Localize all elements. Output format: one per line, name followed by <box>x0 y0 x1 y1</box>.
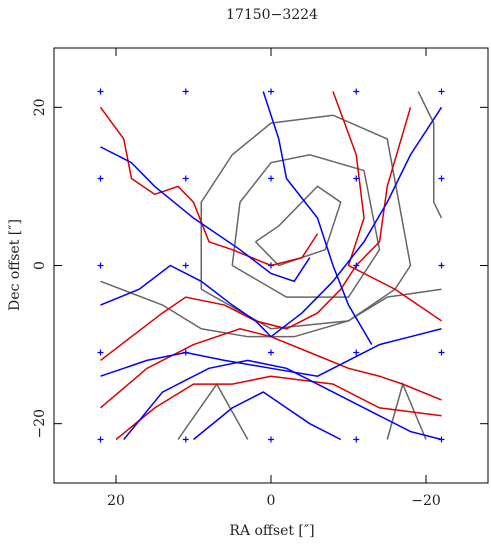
contour-line <box>193 391 342 441</box>
grid-point <box>97 349 104 356</box>
contour-line <box>100 106 443 338</box>
contour-line <box>262 91 373 345</box>
grid-point <box>182 349 189 356</box>
grid-point <box>97 436 104 443</box>
grid-point <box>438 262 445 269</box>
grid-point <box>268 436 274 443</box>
x-tick-label: 0 <box>267 493 276 509</box>
y-axis-label: Dec offset [″] <box>7 219 23 311</box>
contour-line <box>99 106 319 267</box>
contour-line <box>200 114 412 330</box>
grid-point <box>182 175 189 182</box>
contour-line <box>177 382 249 440</box>
grid-point <box>268 88 274 95</box>
grid-point <box>97 175 104 182</box>
grid-point <box>353 88 360 95</box>
grid-point <box>438 349 445 356</box>
contour-line <box>123 359 442 441</box>
contour-line <box>254 185 342 267</box>
grid-point <box>97 262 104 269</box>
contour-line <box>332 91 442 322</box>
grid-point <box>182 88 189 95</box>
grid-point <box>182 262 189 269</box>
grid-point <box>353 175 360 182</box>
grid-point <box>353 262 360 269</box>
y-tick-label: 0 <box>32 261 48 270</box>
contour-line <box>100 146 311 283</box>
grid-point <box>353 436 360 443</box>
grid-point <box>182 436 189 443</box>
x-tick-label: 20 <box>107 493 125 509</box>
y-tick-label: 20 <box>32 98 48 116</box>
contour-line <box>100 107 412 362</box>
contour-line <box>115 375 442 441</box>
grid-point <box>438 436 445 443</box>
grid-point <box>268 175 274 182</box>
chart-title: 17150−3224 <box>226 7 318 23</box>
grid-point <box>438 175 445 182</box>
grid-point <box>353 349 360 356</box>
x-axis-label: RA offset [″] <box>229 523 314 539</box>
contour-line <box>231 154 381 298</box>
y-tick-label: −20 <box>32 409 48 439</box>
grid-point <box>268 262 274 269</box>
grid-point <box>97 88 104 95</box>
grid-point <box>438 88 445 95</box>
grid-point <box>268 349 274 356</box>
contour-line <box>417 91 443 219</box>
x-tick-label: −20 <box>411 493 441 509</box>
contour-line <box>100 327 442 409</box>
